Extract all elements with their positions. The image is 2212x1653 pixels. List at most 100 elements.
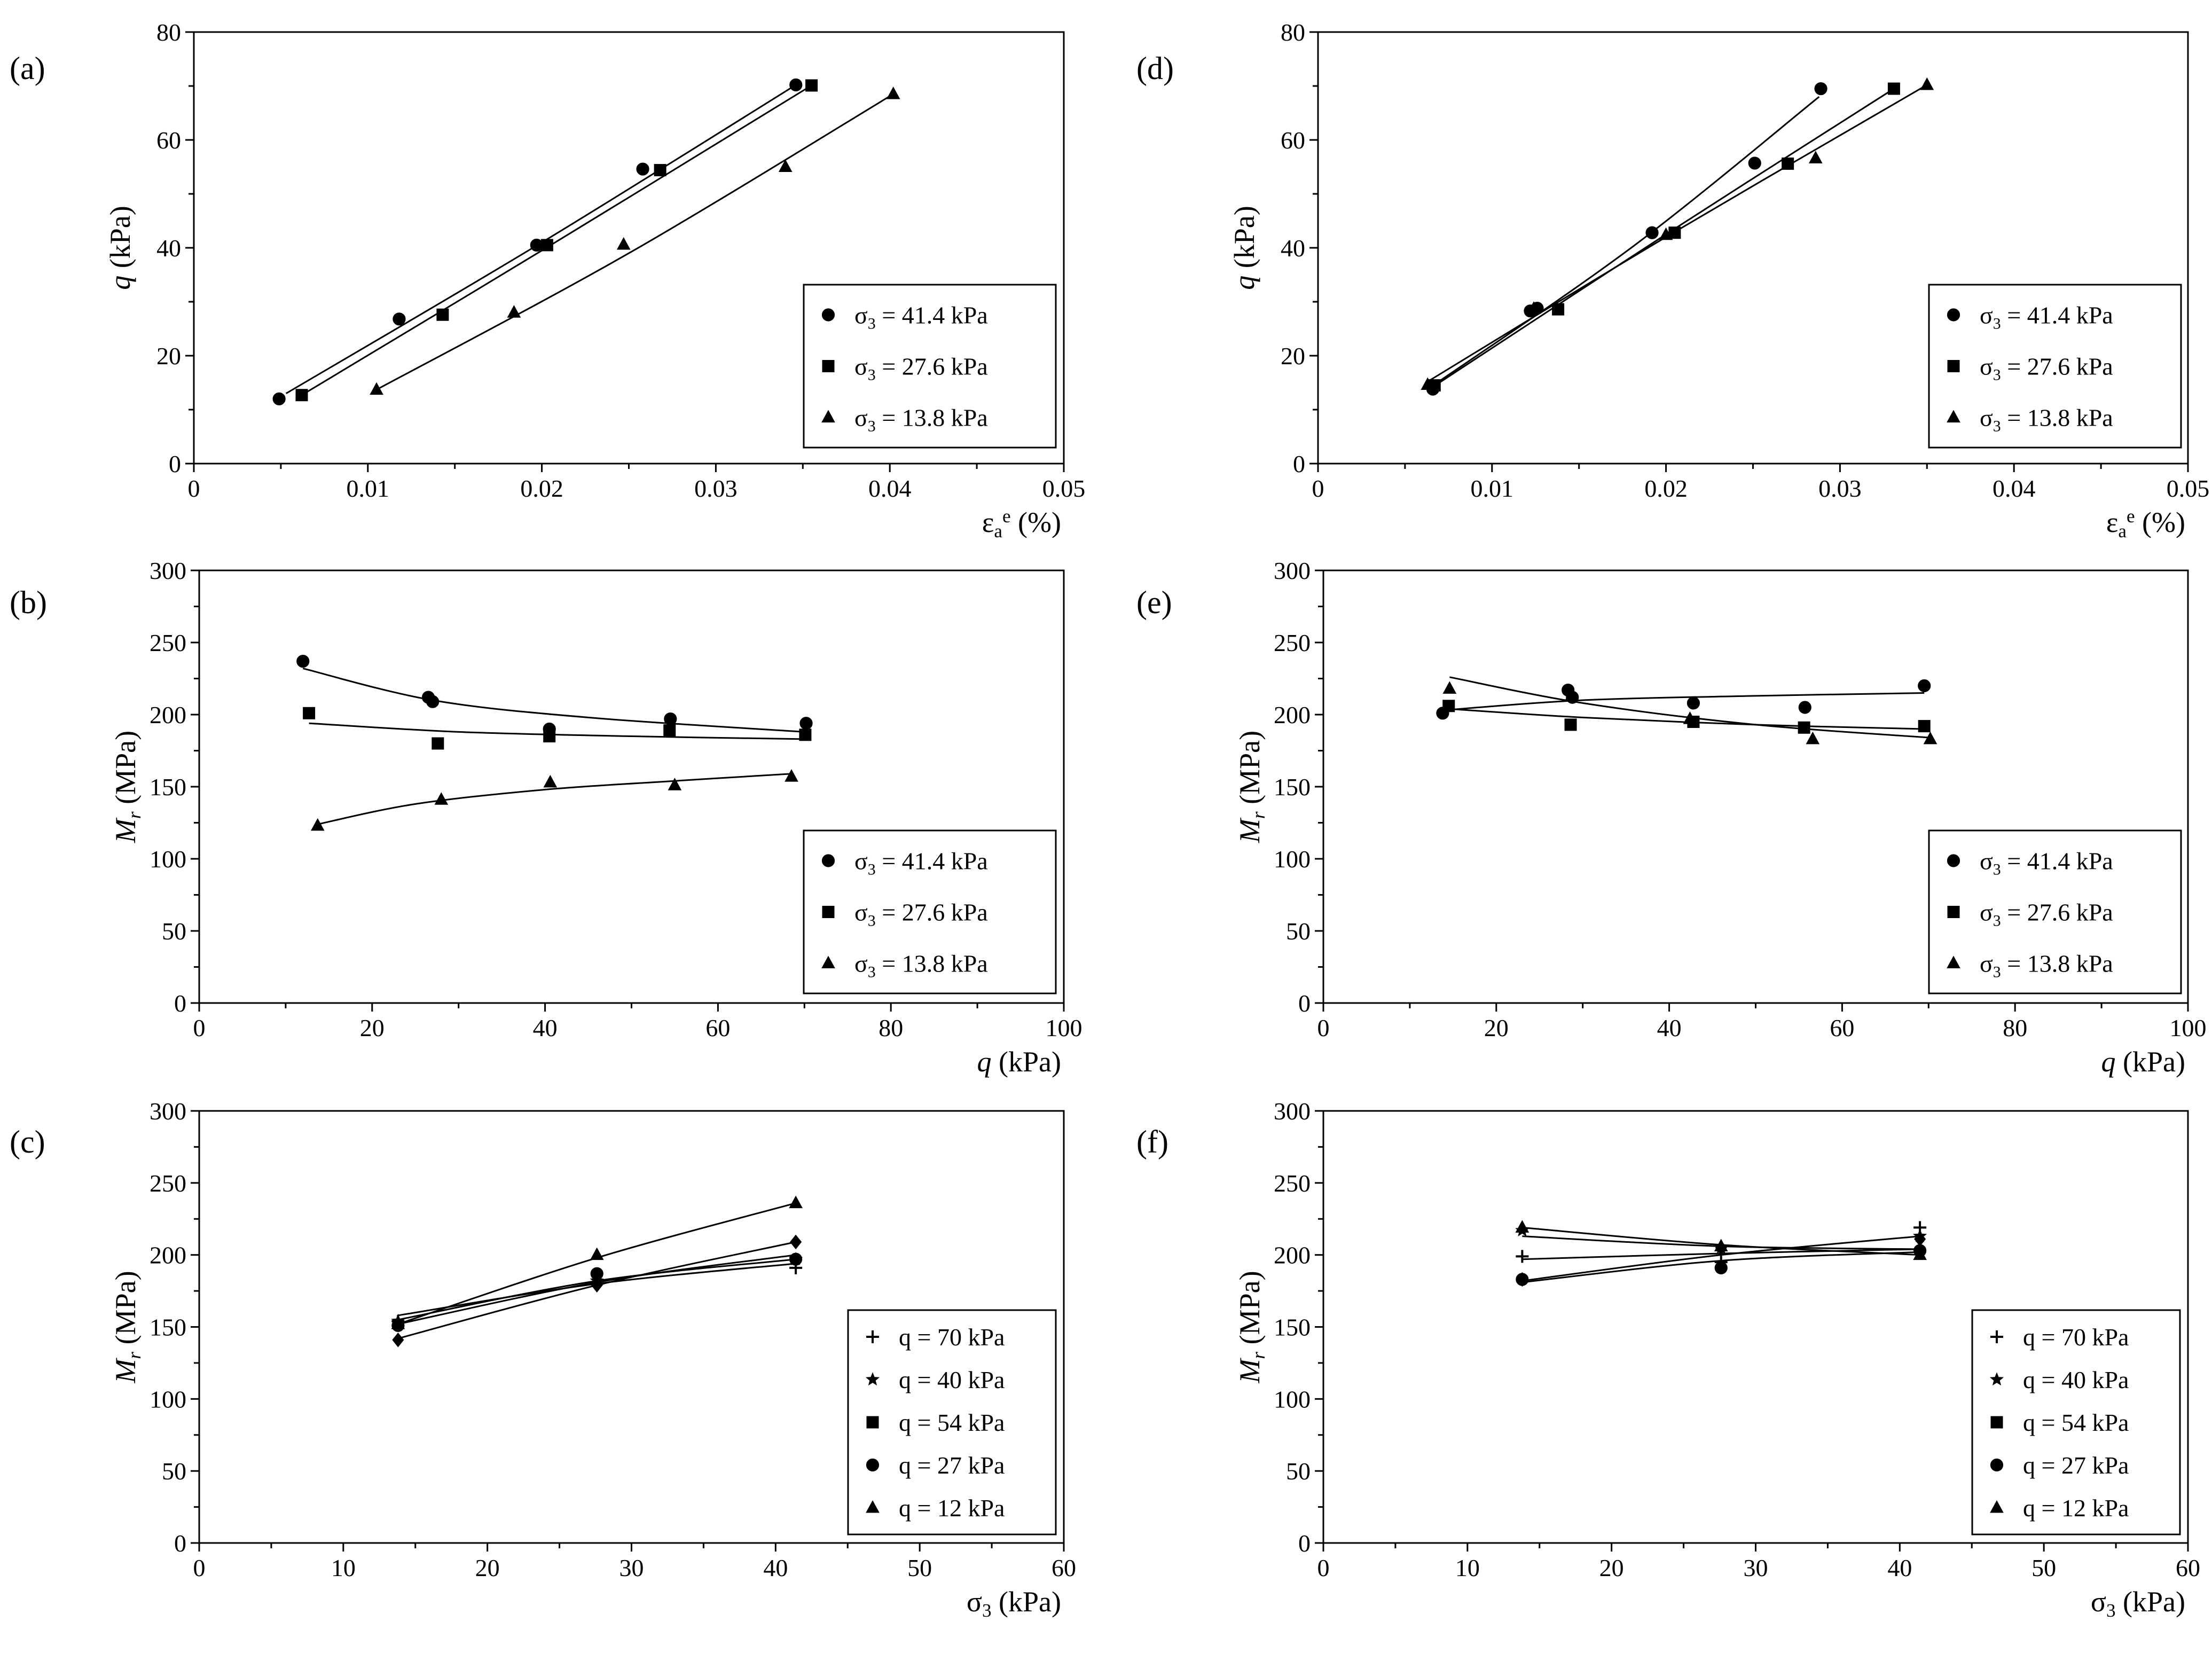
x-tick-label: 0.05 bbox=[2167, 475, 2210, 502]
series-3 bbox=[1421, 77, 1934, 390]
y-tick-label: 20 bbox=[156, 342, 181, 370]
legend-marker bbox=[1989, 1372, 2004, 1386]
legend-marker bbox=[821, 955, 835, 968]
data-point bbox=[668, 778, 682, 790]
legend-label: q = 54 kPa bbox=[2023, 1409, 2129, 1436]
x-tick-label: 60 bbox=[705, 1014, 730, 1041]
trend-line bbox=[1449, 676, 1931, 739]
x-axis-title: εae (%) bbox=[2106, 506, 2185, 542]
legend: σ3 = 41.4 kPa σ3 = 27.6 kPa σ3 = 13.8 kPa bbox=[1928, 284, 2182, 449]
data-point bbox=[799, 717, 813, 730]
x-tick-label: 30 bbox=[1744, 1554, 1768, 1581]
legend-label: σ3 = 13.8 kPa bbox=[1980, 404, 2113, 435]
y-axis-title: Mr (MPa) bbox=[109, 1271, 145, 1383]
data-point bbox=[543, 774, 558, 788]
y-tick-label: 150 bbox=[150, 773, 186, 801]
legend-label: q = 12 kPa bbox=[2023, 1494, 2129, 1522]
trend-line bbox=[376, 93, 894, 390]
data-point bbox=[1920, 77, 1934, 90]
series-1 bbox=[1426, 82, 1827, 396]
data-point bbox=[296, 655, 310, 668]
y-tick-label: 0 bbox=[1298, 1530, 1311, 1557]
panel-b: 0 20 40 60 80 100 0 50 100 150 200 250 300 q (kPa) Mr … bbox=[10, 557, 1083, 1078]
y-tick-label: 0 bbox=[174, 1530, 186, 1557]
legend-label: σ3 = 27.6 kPa bbox=[854, 899, 988, 930]
legend: q = 70 kPa q = 40 kPa q = 54 kPa q = 27 kPa… bbox=[1971, 1309, 2181, 1536]
x-tick-label: 40 bbox=[763, 1554, 788, 1581]
data-point bbox=[790, 1234, 802, 1250]
x-tick-label: 0 bbox=[1317, 1554, 1330, 1581]
data-point bbox=[789, 78, 803, 92]
y-axis-title: q (kPa) bbox=[104, 206, 136, 289]
legend-label: σ3 = 27.6 kPa bbox=[1980, 899, 2113, 930]
data-point bbox=[1714, 1239, 1728, 1251]
data-point bbox=[543, 730, 556, 742]
panel-label: (b) bbox=[10, 585, 47, 620]
legend-marker bbox=[1990, 1458, 2004, 1472]
series-3 bbox=[310, 769, 798, 831]
x-tick-label: 0 bbox=[193, 1014, 206, 1041]
x-tick-label: 0.02 bbox=[1644, 475, 1688, 502]
data-point bbox=[778, 159, 793, 172]
y-tick-label: 0 bbox=[1298, 990, 1311, 1017]
legend-box bbox=[1971, 1309, 2181, 1536]
legend-marker bbox=[866, 1330, 879, 1343]
data-point bbox=[1421, 377, 1435, 390]
legend-marker bbox=[866, 1500, 880, 1513]
x-tick-label: 0.01 bbox=[347, 475, 390, 502]
legend-label: q = 54 kPa bbox=[899, 1409, 1005, 1436]
data-point bbox=[789, 1195, 803, 1209]
data-point bbox=[1918, 679, 1931, 693]
x-tick-label: 10 bbox=[1455, 1554, 1480, 1581]
trend-line bbox=[302, 668, 805, 733]
y-tick-label: 50 bbox=[1286, 918, 1311, 945]
data-point bbox=[1442, 700, 1455, 712]
legend-box bbox=[1928, 829, 2182, 994]
data-point bbox=[1442, 681, 1457, 694]
y-tick-label: 0 bbox=[1293, 450, 1305, 477]
data-point bbox=[785, 769, 798, 782]
data-point bbox=[1645, 226, 1659, 239]
series-2 bbox=[1442, 700, 1931, 734]
legend-label: σ3 = 41.4 kPa bbox=[854, 848, 988, 879]
panel-c: 0 10 20 30 40 50 60 0 50 100 150 200 250 300 σ3 (kPa) M… bbox=[10, 1098, 1076, 1621]
legend-marker bbox=[1990, 1416, 2003, 1429]
legend-marker bbox=[1947, 410, 1960, 422]
x-tick-label: 0.05 bbox=[1042, 475, 1086, 502]
series-3 bbox=[392, 1234, 802, 1348]
y-tick-label: 60 bbox=[1281, 127, 1305, 154]
data-point bbox=[1808, 151, 1823, 163]
series-4 bbox=[1516, 1244, 1927, 1286]
x-tick-label: 0.04 bbox=[1993, 475, 2036, 502]
x-axis-title: q (kPa) bbox=[2101, 1046, 2185, 1078]
legend-box bbox=[803, 829, 1057, 994]
trend-line bbox=[317, 773, 792, 825]
legend-marker bbox=[1990, 1500, 2004, 1513]
data-point bbox=[805, 79, 818, 92]
y-tick-label: 200 bbox=[1274, 1242, 1311, 1269]
x-tick-label: 100 bbox=[1046, 1014, 1083, 1041]
y-tick-label: 300 bbox=[1274, 557, 1311, 584]
x-tick-label: 50 bbox=[907, 1554, 932, 1581]
x-tick-label: 20 bbox=[1599, 1554, 1624, 1581]
panel-label: (a) bbox=[10, 51, 45, 86]
data-point bbox=[1913, 1247, 1927, 1260]
legend-label: σ3 = 13.8 kPa bbox=[854, 404, 988, 435]
legend-marker bbox=[866, 1416, 879, 1429]
data-point bbox=[370, 382, 383, 395]
x-tick-label: 0 bbox=[1312, 475, 1324, 502]
y-tick-label: 250 bbox=[150, 1170, 186, 1197]
data-point bbox=[799, 728, 812, 741]
legend-box bbox=[847, 1309, 1057, 1536]
data-point bbox=[1564, 718, 1577, 731]
panel-label: (c) bbox=[10, 1124, 45, 1160]
y-tick-label: 200 bbox=[150, 701, 186, 728]
x-tick-label: 0.02 bbox=[520, 475, 563, 502]
panel-d: 0 0.01 0.02 0.03 0.04 0.05 0 20 40 60 80 εae (%) q (… bbox=[1136, 19, 2209, 542]
legend-marker bbox=[866, 1458, 880, 1472]
legend-label: q = 70 kPa bbox=[2023, 1323, 2129, 1351]
x-axis-title: σ3 (kPa) bbox=[2091, 1586, 2185, 1621]
data-point bbox=[1687, 696, 1700, 710]
x-tick-label: 80 bbox=[878, 1014, 903, 1041]
